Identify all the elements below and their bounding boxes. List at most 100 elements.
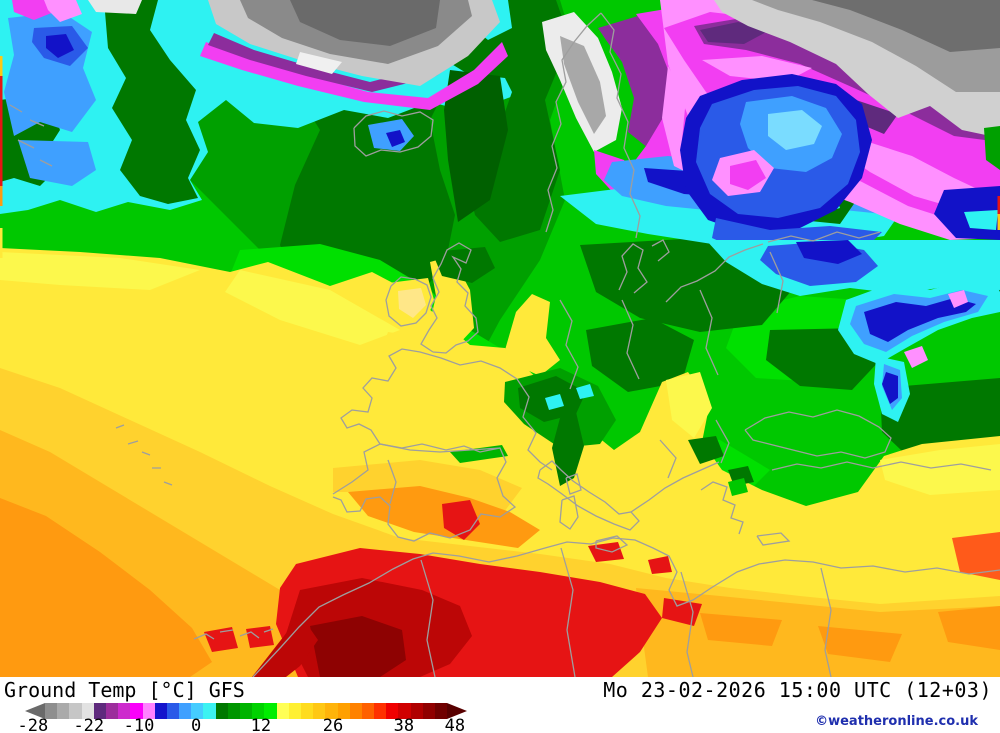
band-dark-blue-blob	[796, 240, 862, 264]
scale-segment-17	[252, 703, 265, 719]
scale-segment-28	[386, 703, 399, 719]
scale-segment-10	[166, 703, 180, 719]
left-edge-strip-yellow	[0, 228, 3, 258]
scandes-interior	[600, 12, 641, 239]
scale-label-0: 0	[191, 716, 202, 733]
scale-segment-9	[154, 703, 167, 719]
balkan-dark-bits	[688, 436, 754, 486]
africa-orange-3	[938, 606, 1000, 650]
temperature-map-svg	[0, 0, 1000, 677]
scale-segment-29	[398, 703, 411, 719]
canary-red-spots	[204, 626, 274, 652]
anatolia-coast	[771, 461, 992, 471]
uk-coast	[420, 242, 479, 354]
orange-sw-corner	[0, 498, 212, 677]
apennine-dark-tongue	[552, 412, 584, 486]
nw-blue-patch-2	[18, 140, 96, 186]
norwegiansea-darker-core	[444, 70, 508, 222]
russia-purple-band	[694, 18, 1000, 142]
africa-orange-2	[818, 626, 902, 662]
nw-dark-blue	[46, 34, 74, 58]
spain-gold	[333, 460, 522, 512]
map-datetime: Mo 23-02-2026 15:00 UTC (12+03)	[603, 678, 992, 702]
iceland-dark-blue-dot	[386, 130, 405, 147]
scale-label-38: 38	[393, 716, 415, 733]
scandes-purple	[598, 16, 678, 148]
scotland-dark-green-cap	[432, 247, 495, 283]
scale-segment-14	[215, 703, 228, 719]
alps-cyan-dots	[545, 384, 594, 410]
scale-left-arrow-icon	[25, 703, 45, 719]
black-sea-coast	[744, 409, 892, 459]
africa-orange-1	[700, 613, 782, 646]
scale-segment-31	[422, 703, 435, 719]
greece-green-dot	[728, 478, 748, 496]
scale-segment-21	[300, 703, 314, 719]
ireland-coast	[385, 276, 432, 327]
lemon-patch-turkey	[880, 444, 1000, 495]
france-coast	[340, 348, 518, 445]
temperature-scale	[25, 703, 467, 719]
scale-segment-8	[142, 703, 155, 719]
nw-pink-bit	[44, 0, 82, 22]
scale-segment-6	[118, 703, 131, 719]
amber-africa-band	[636, 588, 1000, 677]
scale-segment-7	[130, 703, 143, 719]
germany-dark-green	[586, 318, 694, 392]
iceland-coast	[353, 110, 434, 157]
greenland-white-bit	[296, 52, 342, 74]
central-europe-borders	[559, 251, 784, 479]
scale-segment-22	[313, 703, 326, 719]
copyright-text: ©weatheronline.co.uk	[815, 714, 978, 729]
right-edge-strip-gold	[997, 214, 1000, 230]
scale-segment-11	[179, 703, 192, 719]
russia-swirl-cyan-core	[768, 110, 822, 150]
scale-label-12: 12	[250, 716, 272, 733]
hebrides-coast	[9, 104, 53, 167]
africa-borders	[420, 547, 832, 677]
scale-segment-19	[276, 703, 289, 719]
denmark-coast	[618, 239, 670, 294]
norway-coast	[545, 12, 602, 233]
atlas-maroon	[310, 616, 406, 677]
scale-segment-32	[435, 703, 448, 719]
italy-coast	[537, 460, 640, 553]
scale-right-arrow-icon	[447, 703, 467, 719]
left-edge-strip-orange	[0, 186, 3, 206]
scale-segment-15	[227, 703, 240, 719]
scale-segment-25	[349, 703, 362, 719]
greenland-tongue-dark-green	[104, 0, 200, 204]
scale-label-48: 48	[444, 716, 466, 733]
lemon-patch-biscay	[225, 270, 400, 345]
scale-segment-1	[57, 703, 70, 719]
left-edge-strip-red	[0, 76, 3, 186]
scale-segment-0	[45, 703, 58, 719]
ireland-pale-gold	[398, 288, 426, 318]
scale-segment-4	[93, 703, 106, 719]
scale-segment-12	[191, 703, 204, 719]
map-title: Ground Temp [°C] GFS	[4, 678, 245, 702]
scale-label--28: -28	[17, 716, 49, 733]
baltic-coast	[665, 231, 881, 303]
scale-labels: -28 -22 -10 0 12 26 38 48	[18, 716, 466, 733]
tunisia-red-bits	[588, 542, 672, 574]
russia-dark-gray	[812, 0, 1000, 52]
jan-mayen-white	[88, 0, 142, 14]
england-yellow-stripe	[412, 256, 474, 352]
pechora-cyan-bit	[964, 210, 998, 230]
scale-segment-24	[337, 703, 350, 719]
scale-segment-20	[288, 703, 301, 719]
scale-segments	[45, 703, 448, 719]
scale-segment-13	[203, 703, 216, 719]
scale-segment-3	[81, 703, 94, 719]
temperature-map	[0, 0, 1000, 677]
azores-islands	[115, 424, 173, 486]
caucasus-dark-blue	[864, 298, 976, 404]
scale-segment-5	[105, 703, 119, 719]
greenland-dark-gray	[290, 0, 440, 46]
norway-ridge-gray	[560, 36, 606, 134]
north-africa-coast	[252, 537, 1000, 677]
france-borders	[379, 378, 553, 471]
scale-label--10: -10	[123, 716, 155, 733]
